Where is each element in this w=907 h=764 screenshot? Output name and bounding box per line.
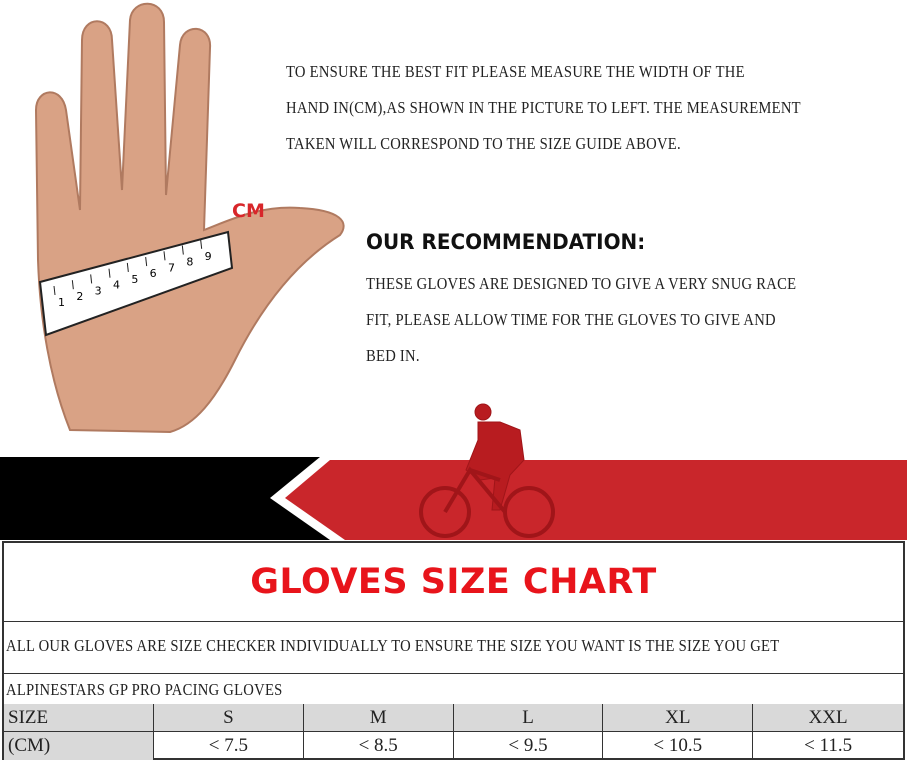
- cm-cell: < 11.5: [804, 735, 853, 756]
- ruler-tick: [181, 245, 184, 255]
- ruler-tick: [90, 274, 93, 284]
- ruler-tick: [53, 285, 56, 296]
- cm-cell: < 10.5: [603, 732, 754, 760]
- measurement-instructions: TO ENSURE THE BEST FIT PLEASE MEASURE TH…: [286, 54, 801, 162]
- ruler-tick: [200, 239, 203, 249]
- instruction-line: HAND IN(CM),AS SHOWN IN THE PICTURE TO L…: [286, 98, 801, 117]
- recommendation-line: THESE GLOVES ARE DESIGNED TO GIVE A VERY…: [366, 274, 797, 293]
- recommendation-text: THESE GLOVES ARE DESIGNED TO GIVE A VERY…: [366, 266, 796, 374]
- ruler-number: 6: [150, 267, 157, 280]
- ruler-number: 8: [186, 256, 193, 269]
- recommendation-line: BED IN.: [366, 346, 420, 365]
- ruler-number: 3: [95, 284, 102, 297]
- ruler-tick: [145, 257, 148, 267]
- cm-cell: < 9.5: [454, 732, 604, 760]
- ruler-tick: [126, 262, 129, 272]
- cyclist-icon: [419, 403, 555, 538]
- ruler-tick: [71, 280, 74, 290]
- instruction-line: TAKEN WILL CORRESPOND TO THE SIZE GUIDE …: [286, 134, 681, 153]
- product-name: ALPINESTARS GP PRO PACING GLOVES: [6, 680, 283, 699]
- size-cell: S: [154, 704, 304, 732]
- note-row: ALL OUR GLOVES ARE SIZE CHECKER INDIVIDU…: [4, 621, 903, 674]
- ruler-tick: [163, 251, 166, 261]
- product-row: ALPINESTARS GP PRO PACING GLOVES: [4, 673, 903, 705]
- cyclist-banner: [0, 403, 907, 540]
- cm-cell: < 7.5: [154, 732, 304, 760]
- cm-cell: < 8.5: [304, 732, 454, 760]
- cm-row: (CM) < 7.5 < 8.5 < 9.5 < 10.5 < 11.5: [4, 732, 903, 760]
- size-cell: XL: [603, 704, 754, 732]
- size-cell: M: [303, 704, 454, 732]
- cm-header: (CM): [4, 732, 154, 760]
- size-header: SIZE: [4, 704, 154, 732]
- ruler-number: 7: [168, 261, 175, 274]
- size-chart-table: GLOVES SIZE CHART ALL OUR GLOVES ARE SIZ…: [2, 541, 905, 760]
- ruler-number: 4: [113, 279, 120, 292]
- ruler-tick: [108, 268, 111, 278]
- chart-title-row: GLOVES SIZE CHART: [4, 543, 903, 622]
- recommendation-title: OUR RECOMMENDATION:: [366, 230, 646, 254]
- chart-title: GLOVES SIZE CHART: [250, 562, 657, 602]
- ruler-number: 1: [58, 296, 65, 309]
- instruction-line: TO ENSURE THE BEST FIT PLEASE MEASURE TH…: [286, 62, 745, 81]
- ruler-number: 2: [76, 290, 83, 303]
- cm-label: CM: [232, 200, 265, 222]
- hand-icon: [34, 2, 345, 434]
- ruler-number: 9: [205, 250, 212, 263]
- size-note: ALL OUR GLOVES ARE SIZE CHECKER INDIVIDU…: [6, 636, 780, 655]
- size-cell: L: [453, 704, 604, 732]
- ruler-number: 5: [131, 273, 138, 286]
- size-cell: XXL: [753, 704, 903, 732]
- recommendation-line: FIT, PLEASE ALLOW TIME FOR THE GLOVES TO…: [366, 310, 776, 329]
- size-row: SIZE S M L XL XXL: [4, 704, 903, 732]
